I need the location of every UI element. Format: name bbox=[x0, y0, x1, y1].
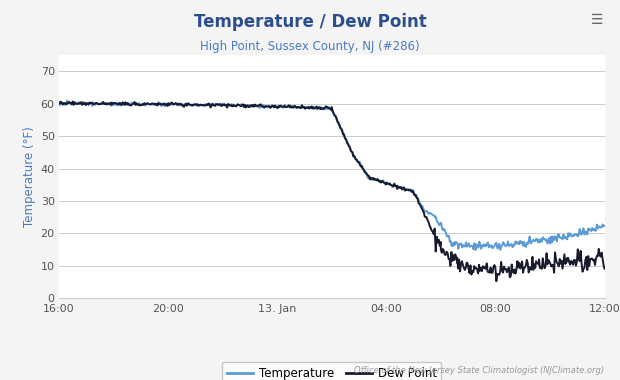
Text: Temperature / Dew Point: Temperature / Dew Point bbox=[193, 13, 427, 31]
Text: ☰: ☰ bbox=[591, 13, 603, 27]
Legend: Temperature, Dew Point: Temperature, Dew Point bbox=[222, 363, 441, 380]
Y-axis label: Temperature (°F): Temperature (°F) bbox=[24, 126, 37, 227]
Text: High Point, Sussex County, NJ (#286): High Point, Sussex County, NJ (#286) bbox=[200, 40, 420, 53]
Text: Office of the New Jersey State Climatologist (NJClimate.org): Office of the New Jersey State Climatolo… bbox=[355, 366, 604, 375]
